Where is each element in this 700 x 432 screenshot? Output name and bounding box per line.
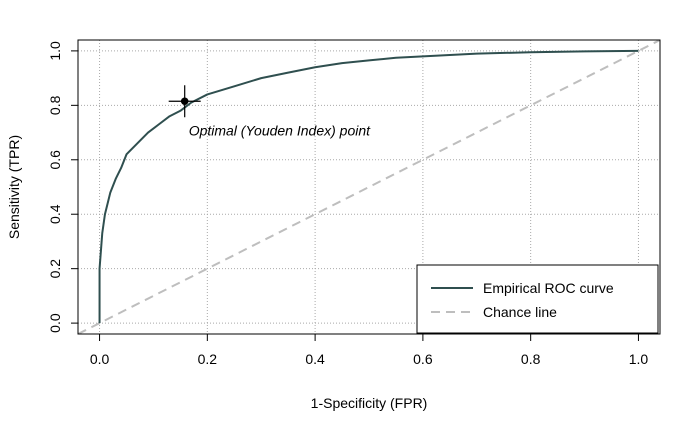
roc-curve-line	[98, 49, 639, 324]
x-tick-label: 0.6	[413, 351, 433, 367]
chance-line	[78, 40, 660, 334]
x-axis-title: 1-Specificity (FPR)	[311, 395, 428, 411]
legend: Empirical ROC curve Chance line	[416, 264, 659, 334]
y-axis-title: Sensitivity (TPR)	[6, 135, 22, 239]
legend-label: Empirical ROC curve	[483, 280, 614, 296]
x-tick-label: 1.0	[629, 351, 649, 367]
y-tick-label: 0.8	[47, 95, 63, 115]
x-tick-label: 0.8	[521, 351, 541, 367]
optimal-point-group	[168, 85, 201, 118]
optimal-point-annotation: Optimal (Youden Index) point	[189, 122, 371, 138]
plot-frame	[77, 39, 661, 335]
x-tick-label: 0.0	[90, 351, 110, 367]
x-axis: 0.0 0.2 0.4 0.6 0.8 1.0	[90, 334, 649, 367]
y-tick-label: 0.6	[47, 150, 63, 170]
y-tick-label: 0.0	[47, 313, 63, 333]
legend-box	[416, 264, 659, 334]
chance-line-group	[78, 40, 660, 334]
y-tick-label: 0.2	[47, 259, 63, 279]
x-tick-label: 0.2	[198, 351, 218, 367]
roc-curve-group	[98, 49, 639, 324]
x-tick-label: 0.4	[305, 351, 325, 367]
legend-label: Chance line	[483, 304, 557, 320]
y-axis: 0.0 0.2 0.4 0.6 0.8 1.0	[47, 41, 78, 333]
y-tick-label: 1.0	[47, 41, 63, 61]
y-tick-label: 0.4	[47, 204, 63, 224]
optimal-point-marker	[180, 97, 189, 106]
grid	[78, 40, 660, 334]
